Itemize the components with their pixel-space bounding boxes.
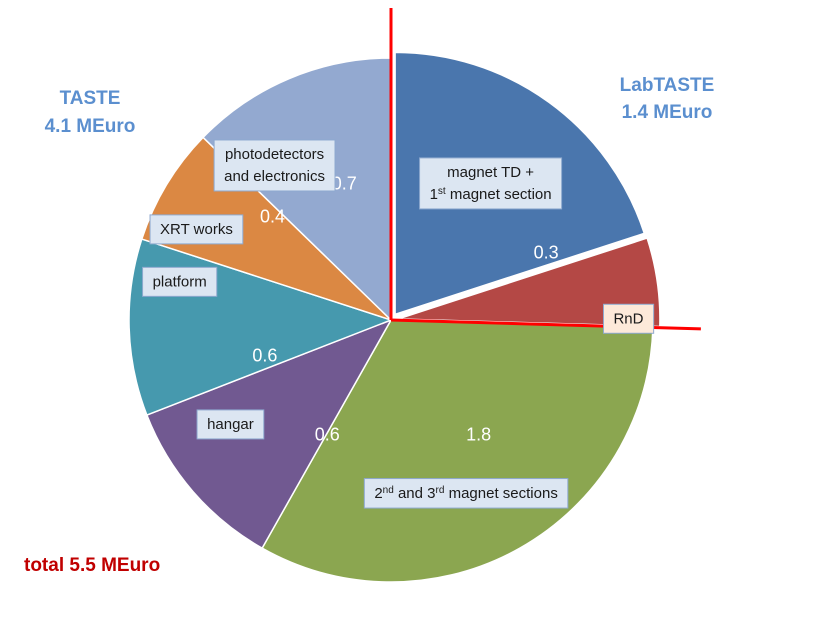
slice-name-label: platform <box>142 266 218 297</box>
total-label: total 5.5 MEuro <box>24 555 160 576</box>
label-box <box>363 478 569 509</box>
slice-value-label: 0.6 <box>252 345 277 365</box>
slice-name-text: photodetectors <box>225 146 324 163</box>
label-box <box>419 157 563 210</box>
label-box <box>196 409 265 440</box>
slice-name-label: hangar <box>196 409 265 440</box>
slice-name-text: platform <box>153 273 207 290</box>
pie-slice <box>140 136 392 321</box>
labtaste-group-title: LabTASTE <box>620 75 715 96</box>
slice-name-text: 1st magnet section <box>430 185 552 203</box>
slice-value-label: 0.6 <box>315 424 340 444</box>
slice-name-label: 2nd and 3rd magnet sections <box>363 478 569 509</box>
slice-name-label: RnD <box>602 303 655 334</box>
slice-name-label: magnet TD + 1st magnet section <box>419 157 563 210</box>
slice-name-label: photodetectors and electronics <box>213 139 336 192</box>
slice-name-text: hangar <box>207 416 254 433</box>
labtaste-group-total: 1.4 MEuro <box>622 102 713 123</box>
slice-value-label: 0.3 <box>534 242 559 262</box>
label-box <box>142 266 218 297</box>
pie-slice <box>145 318 393 550</box>
taste-group-total: 4.1 MEuro <box>45 116 136 137</box>
slice-name-text: RnD <box>613 310 643 327</box>
slice-name-text: magnet TD + <box>447 164 534 181</box>
slice-value-label: 0.4 <box>260 207 285 227</box>
slice-value-label: 1.8 <box>466 424 491 444</box>
slice-name-label: XRT works <box>149 214 244 245</box>
label-box <box>213 139 336 192</box>
slice-name-text: and electronics <box>224 168 325 185</box>
taste-group-title: TASTE <box>60 88 121 109</box>
label-box <box>149 214 244 245</box>
slice-name-text: 2nd and 3rd magnet sections <box>374 485 558 503</box>
slice-value-label: 0.7 <box>332 174 357 194</box>
pie-slice <box>261 319 654 583</box>
slice-name-text: XRT works <box>160 221 233 238</box>
slice-box-labels: magnet TD + 1st magnet section RnD 2nd and … <box>142 139 655 509</box>
label-box <box>602 303 655 334</box>
